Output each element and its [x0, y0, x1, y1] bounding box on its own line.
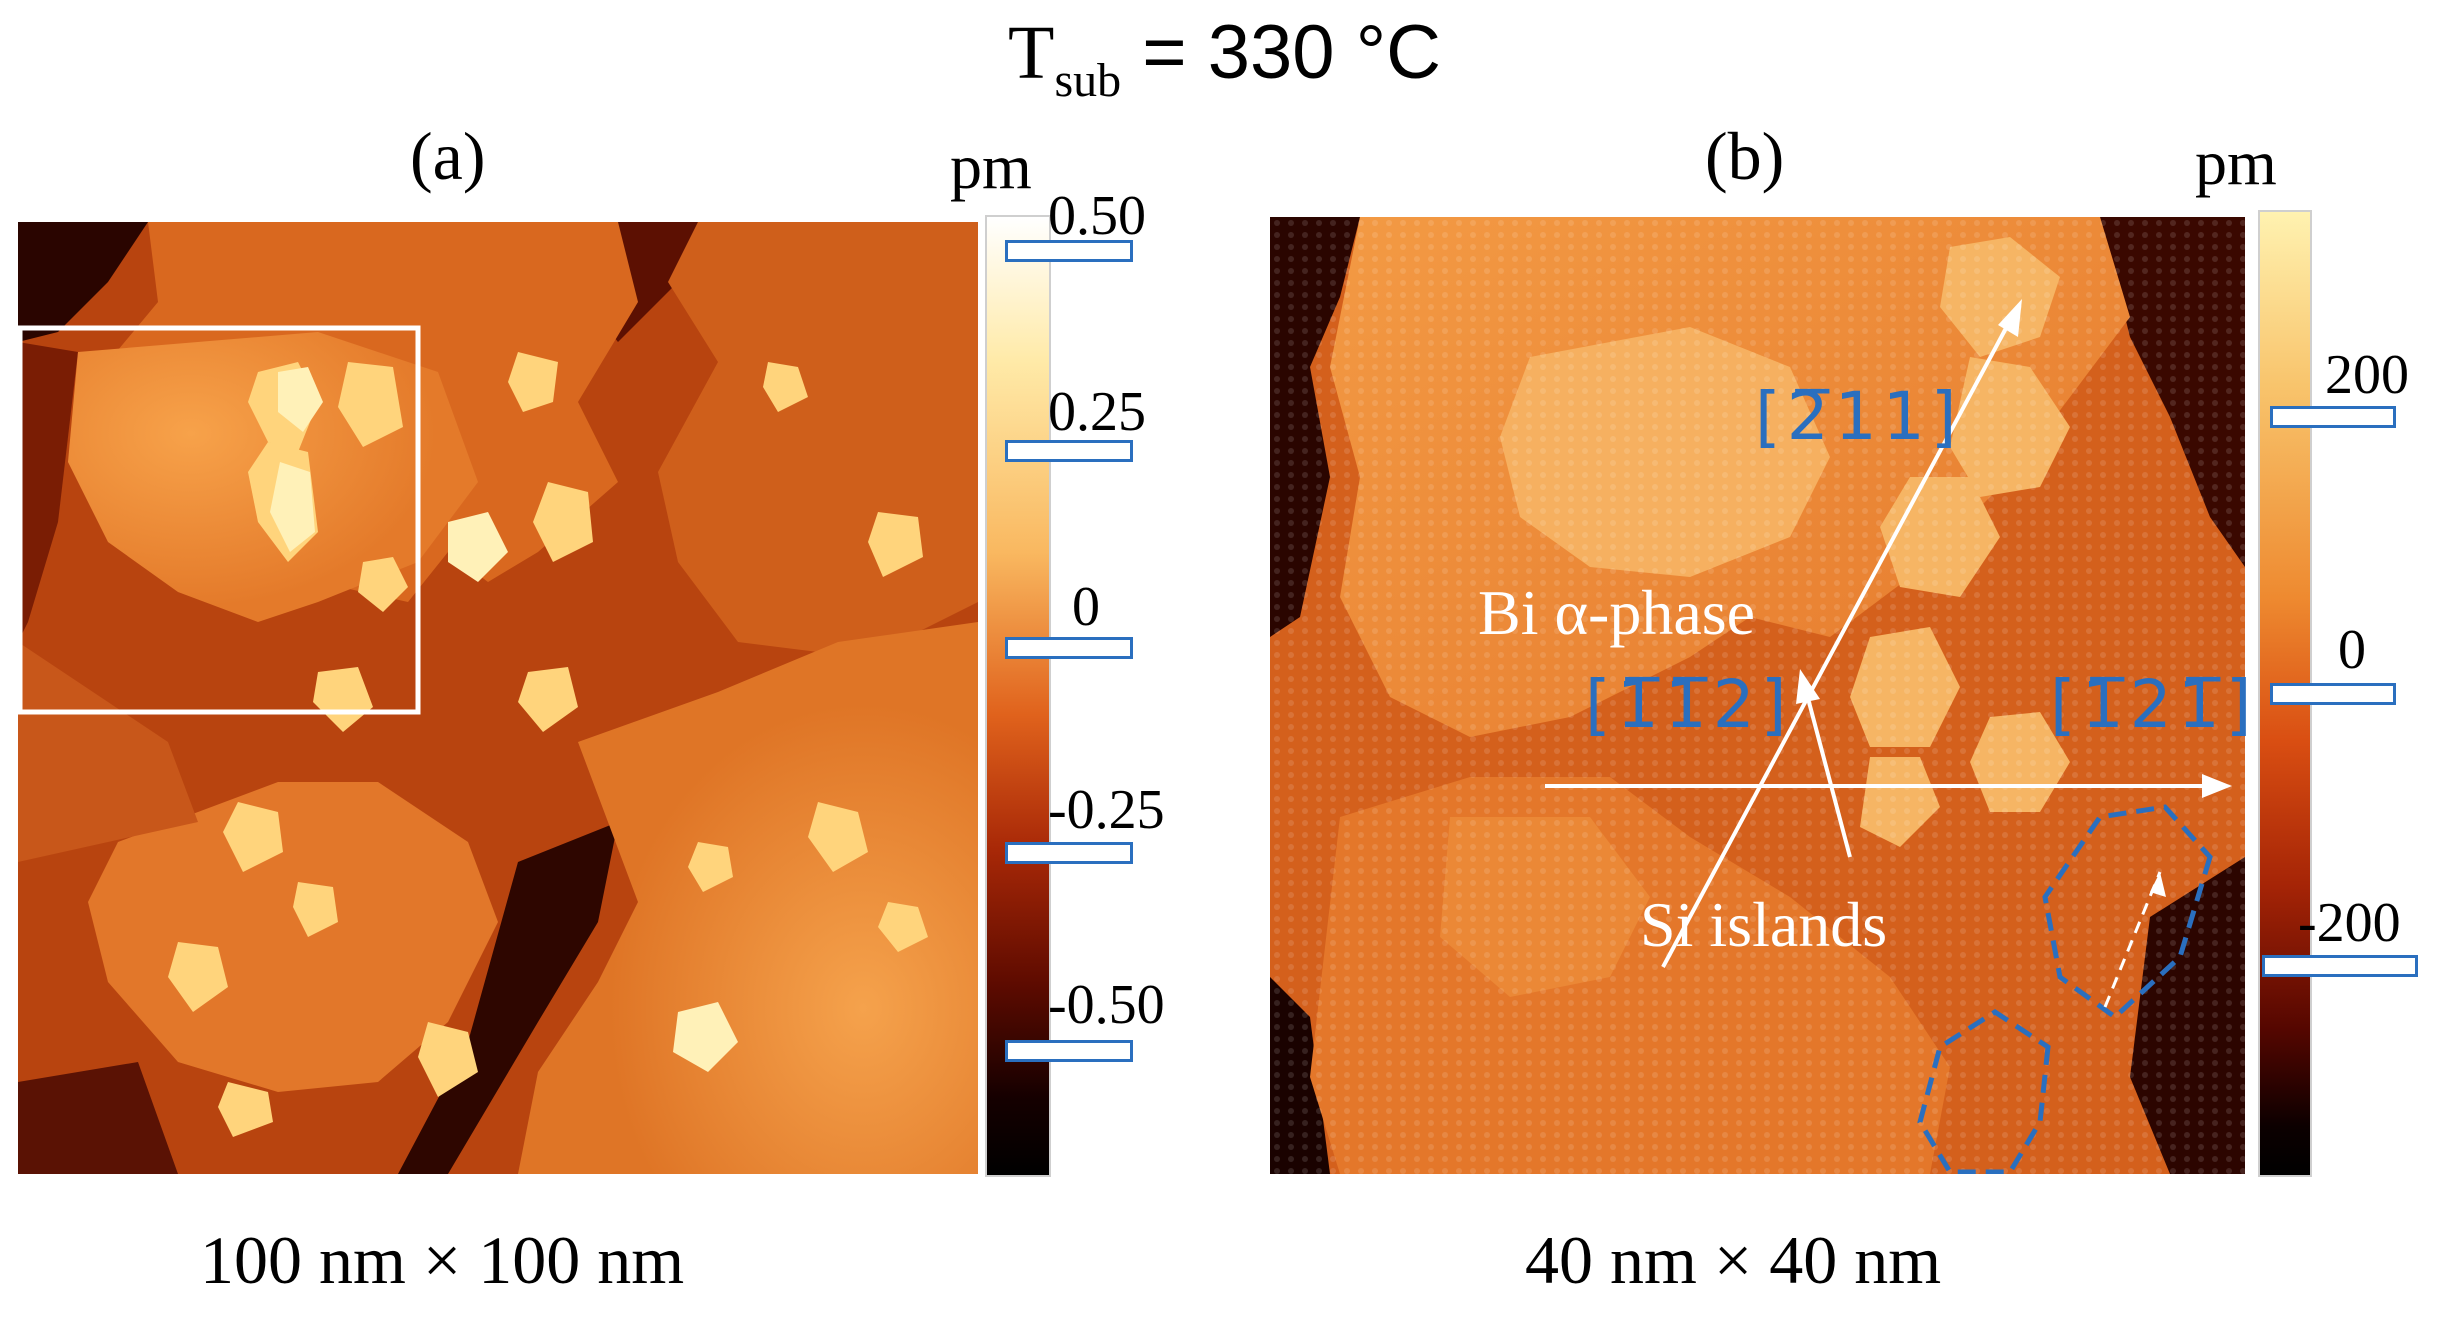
colorbar-a-tick-marker — [1005, 440, 1133, 462]
colorbar-a-tick-marker — [1005, 842, 1133, 864]
colorbar-b-unit: pm — [2195, 127, 2277, 198]
panel-a-scale-caption: 100 nm × 100 nm — [200, 1222, 685, 1298]
colorbar-a-tick-label: -0.50 — [1048, 974, 1165, 1036]
title-value: = 330 °C — [1121, 10, 1441, 95]
colorbar-a-tick-label: -0.25 — [1048, 779, 1165, 841]
direction-112-label: [1̅1̅2] — [1585, 666, 1793, 743]
colorbar-b-tick-marker — [2270, 406, 2396, 428]
panel-b-label: (b) — [1705, 118, 1785, 194]
bi-alpha-phase-annotation: Bi α-phase — [1478, 577, 1756, 648]
colorbar-b-tick-label: -200 — [2298, 892, 2401, 954]
colorbar-a-tick-label: 0.25 — [1048, 381, 1146, 443]
figure-title: Tsub = 330 °C — [0, 8, 2449, 126]
colorbar-a-tick-label: 0 — [1072, 576, 1100, 638]
colorbar-a-tick-marker — [1005, 240, 1133, 262]
colorbar-b-tick-label: 0 — [2338, 619, 2366, 681]
colorbar-b-tick-marker — [2270, 683, 2396, 705]
stm-image-a — [18, 222, 978, 1174]
colorbar-a-tick-marker — [1005, 1040, 1133, 1062]
si-islands-annotation: Si islands — [1640, 889, 1888, 960]
stm-image-b — [1270, 217, 2245, 1174]
colorbar-a-tick-marker — [1005, 637, 1133, 659]
panel-a-label: (a) — [410, 118, 486, 194]
direction-121-label: [1̅21̅] — [2050, 666, 2258, 743]
colorbar-a — [985, 215, 1051, 1177]
panel-b-scale-caption: 40 nm × 40 nm — [1525, 1222, 1942, 1298]
colorbar-b-tick-marker — [2262, 955, 2418, 977]
title-subscript: sub — [1054, 54, 1122, 107]
title-t: T — [1008, 11, 1055, 95]
colorbar-b-tick-label: 200 — [2325, 344, 2409, 406]
colorbar-a-unit: pm — [950, 131, 1032, 202]
direction-211-label: [2̅11] — [1755, 378, 1963, 455]
colorbar-a-tick-label: 0.50 — [1048, 185, 1146, 247]
